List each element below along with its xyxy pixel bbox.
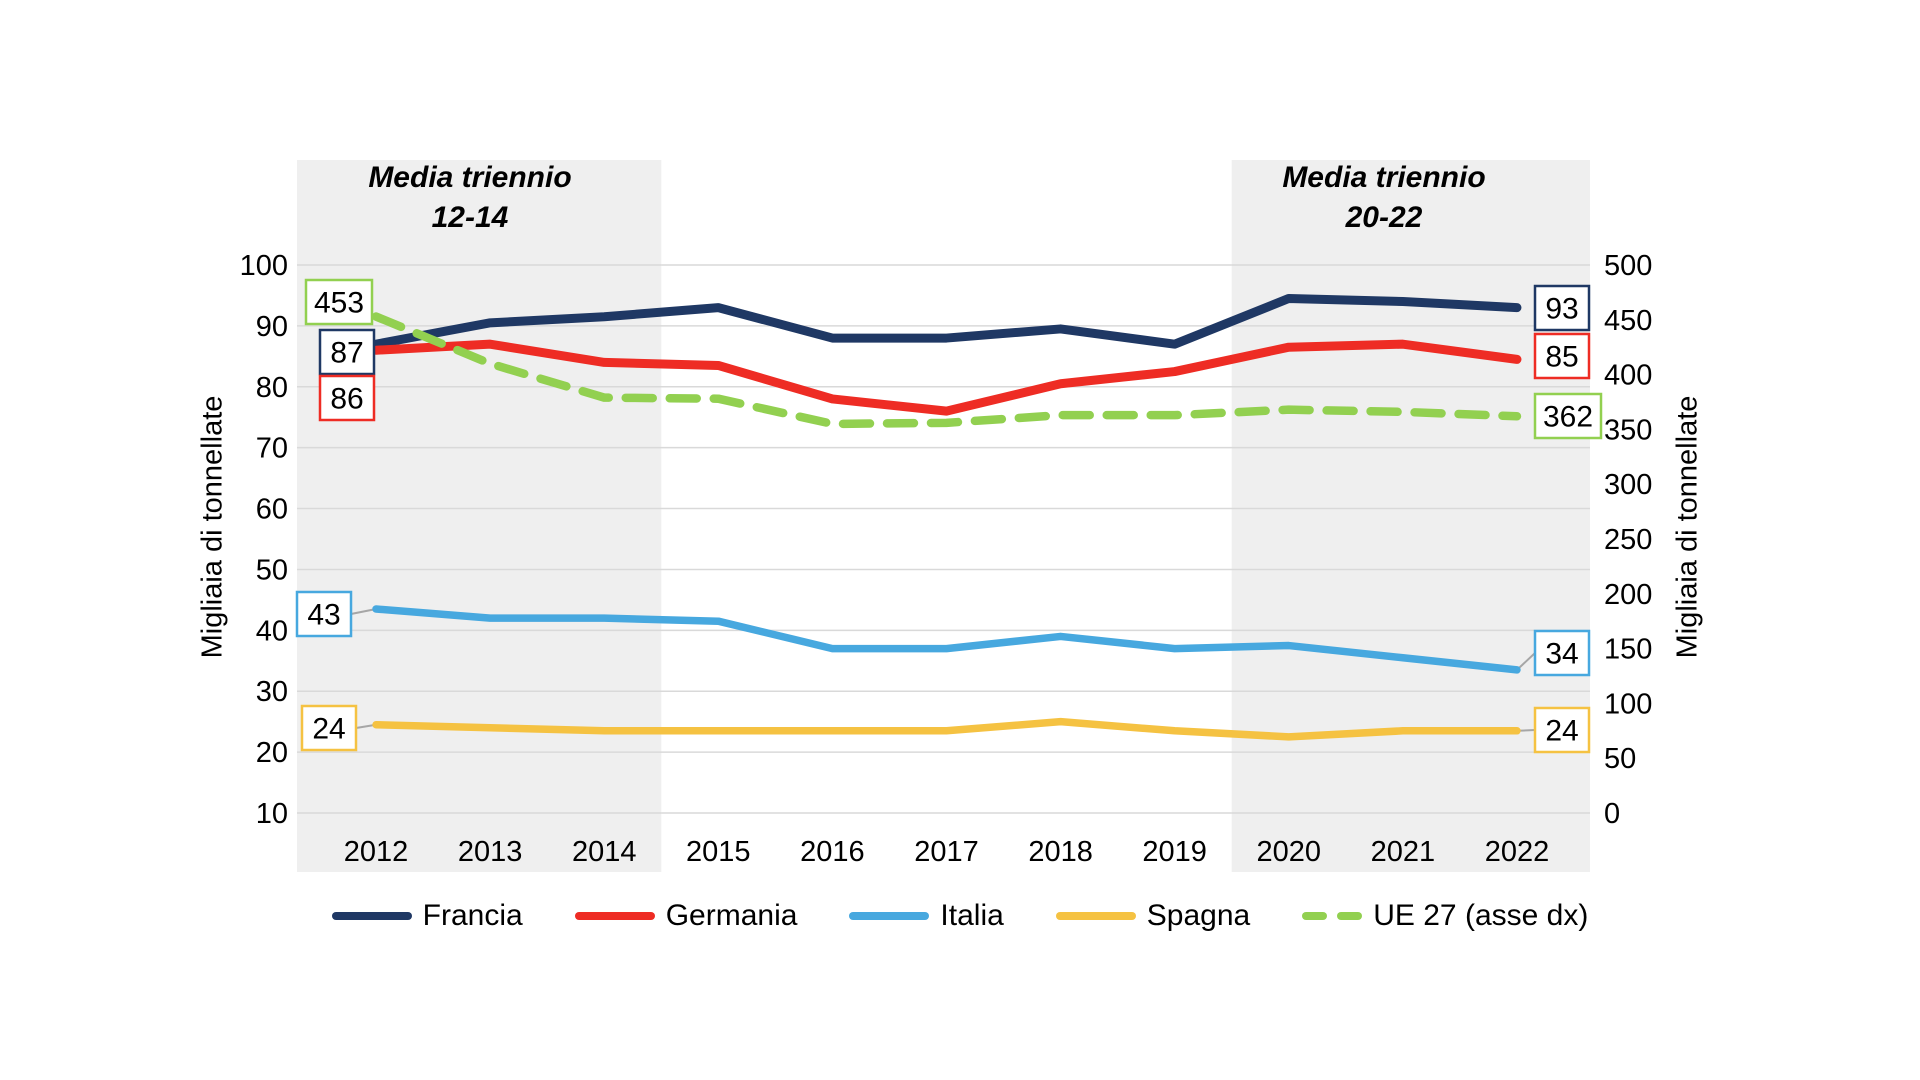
left-axis-tick-90: 90 [256, 311, 288, 343]
data-label-value: 24 [1545, 715, 1578, 748]
region-label-media-triennio-20-22: Media triennio 20-22 [1282, 161, 1486, 234]
callout-leader-italia-right [1516, 652, 1536, 671]
x-axis-label-2012: 2012 [344, 836, 409, 868]
left-axis-tick-30: 30 [256, 676, 288, 708]
right-axis-tick-300: 300 [1604, 469, 1652, 501]
data-label-germania-right: 85 [1533, 332, 1591, 380]
data-label-box [1533, 332, 1591, 380]
data-label-value: 86 [330, 383, 363, 416]
legend-item-francia: Francia [331, 899, 523, 933]
period-band-2020-2022 [1231, 160, 1590, 872]
legend-item-italia: Italia [849, 899, 1004, 933]
series-line-ue-27-asse-dx [371, 312, 1522, 429]
legend-label: Germania [665, 899, 798, 932]
data-label-francia-right: 93 [1533, 284, 1591, 332]
legend-swatch-germania [574, 912, 655, 920]
right-axis-tick-450: 450 [1604, 305, 1652, 337]
x-axis-label-2014: 2014 [572, 836, 637, 868]
left-axis-tick-10: 10 [256, 798, 288, 830]
data-label-box [318, 374, 376, 422]
left-axis-tick-50: 50 [256, 554, 288, 586]
data-label-value: 34 [1545, 638, 1578, 671]
right-axis-tick-500: 500 [1604, 250, 1652, 282]
data-label-value: 93 [1545, 293, 1578, 326]
data-label-box [1533, 284, 1591, 332]
x-axis-label-2015: 2015 [686, 836, 751, 868]
x-axis-label-2018: 2018 [1028, 836, 1093, 868]
data-label-value: 453 [314, 287, 364, 320]
legend-item-ue-27-asse-dx: UE 27 (asse dx) [1302, 899, 1588, 933]
legend-item-spagna: Spagna [1055, 899, 1251, 933]
left-axis-tick-20: 20 [256, 737, 288, 769]
right-axis-tick-200: 200 [1604, 579, 1652, 611]
x-axis-label-2022: 2022 [1485, 836, 1550, 868]
data-label-box [300, 704, 358, 752]
legend-swatch-spagna [1055, 912, 1136, 920]
right-axis-tick-0: 0 [1604, 798, 1620, 830]
data-label-spagna-right: 24 [1533, 706, 1591, 754]
left-axis-tick-60: 60 [256, 494, 288, 526]
legend-label: Francia [422, 899, 523, 932]
legend-item-germania: Germania [574, 899, 798, 933]
x-axis-label-2020: 2020 [1257, 836, 1322, 868]
data-label-value: 85 [1545, 341, 1578, 374]
data-label-box [1533, 392, 1603, 440]
legend-label: UE 27 (asse dx) [1373, 899, 1589, 932]
right-axis-tick-100: 100 [1604, 688, 1652, 720]
region-label-media-triennio-12-14: Media triennio 12-14 [368, 161, 572, 234]
data-label-germania-left: 86 [318, 374, 376, 422]
right-axis-tick-150: 150 [1604, 634, 1652, 666]
legend: Francia Germania Italia Spagna UE 27 (asse d… [0, 899, 1920, 933]
data-label-ue-27-asse-dx-right: 362 [1533, 392, 1603, 440]
data-label-box [304, 278, 374, 326]
legend-label: Italia [940, 899, 1004, 932]
data-label-francia-left: 87 [318, 328, 376, 376]
period-band-2012-2014 [297, 160, 662, 872]
legend-swatch-ue-27-asse-dx [1302, 912, 1363, 920]
right-axis-tick-250: 250 [1604, 524, 1652, 556]
left-axis-tick-80: 80 [256, 372, 288, 404]
series-line-francia [371, 293, 1522, 349]
data-label-box [318, 328, 376, 376]
right-axis-tick-350: 350 [1604, 414, 1652, 446]
data-label-value: 362 [1543, 401, 1593, 434]
left-axis-tick-100: 100 [240, 250, 288, 282]
series-line-italia [372, 605, 1521, 674]
data-label-italia-right: 34 [1533, 629, 1591, 677]
right-axis-title: Migliaia di tonnellate [1671, 395, 1704, 659]
data-label-box [1533, 629, 1591, 677]
data-label-value: 43 [307, 599, 340, 632]
x-axis-label-2019: 2019 [1142, 836, 1207, 868]
series-line-germania [371, 339, 1522, 416]
x-axis-label-2016: 2016 [800, 836, 865, 868]
left-axis-tick-70: 70 [256, 433, 288, 465]
legend-label: Spagna [1146, 899, 1251, 932]
data-label-italia-left: 43 [295, 590, 353, 638]
data-label-spagna-left: 24 [300, 704, 358, 752]
legend-swatch-italia [849, 912, 930, 920]
data-label-value: 87 [330, 337, 363, 370]
right-axis-tick-50: 50 [1604, 743, 1636, 775]
data-label-box [1533, 706, 1591, 754]
data-label-value: 24 [312, 713, 345, 746]
series-line-spagna [372, 717, 1521, 741]
left-axis-tick-40: 40 [256, 615, 288, 647]
data-label-ue-27-asse-dx-left: 453 [304, 278, 374, 326]
right-axis-tick-400: 400 [1604, 360, 1652, 392]
x-axis-label-2017: 2017 [914, 836, 979, 868]
data-label-box [295, 590, 353, 638]
x-axis-label-2021: 2021 [1371, 836, 1436, 868]
callout-leader-italia-left [350, 608, 377, 615]
left-axis-title: Migliaia di tonnellate [196, 395, 229, 659]
x-axis-label-2013: 2013 [458, 836, 523, 868]
legend-swatch-francia [331, 912, 412, 920]
